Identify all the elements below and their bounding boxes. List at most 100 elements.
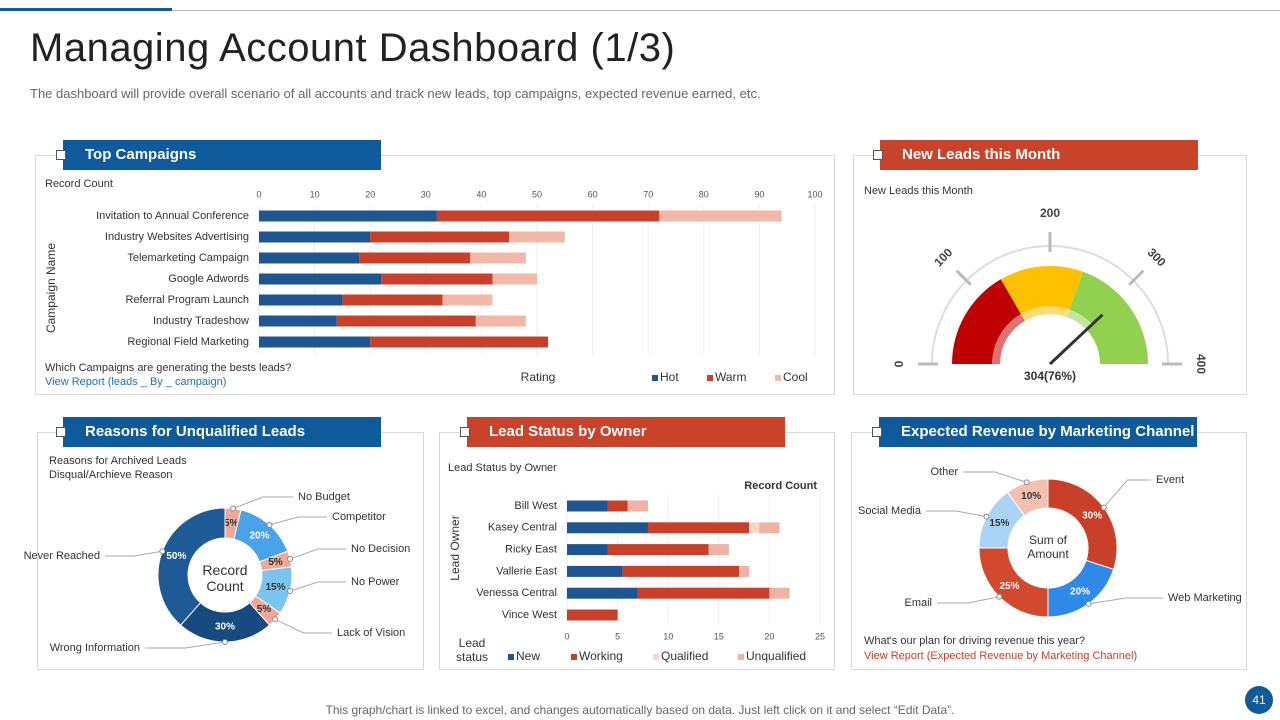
leader-line bbox=[274, 618, 332, 634]
page-title: Managing Account Dashboard (1/3) bbox=[30, 26, 676, 70]
leader-dot bbox=[996, 593, 1003, 600]
x-tick-label: 80 bbox=[699, 189, 709, 199]
legend-swatch bbox=[707, 375, 713, 381]
legend-label: New bbox=[516, 649, 540, 663]
legend-swatch bbox=[571, 654, 577, 660]
gauge-tick-label: 0 bbox=[892, 360, 906, 367]
bar-segment bbox=[607, 544, 709, 556]
gauge-value-label: 304(76%) bbox=[1024, 369, 1076, 383]
bar-segment bbox=[259, 294, 343, 306]
chart-subtitle: Lead Status by Owner bbox=[448, 462, 557, 474]
bar-segment bbox=[708, 544, 729, 556]
bar-segment bbox=[259, 273, 382, 285]
bar-segment bbox=[259, 315, 337, 327]
bar-segment bbox=[492, 273, 537, 285]
panel-header: Top Campaigns bbox=[56, 140, 381, 170]
panel-header: Lead Status by Owner bbox=[460, 417, 785, 447]
legend-title: Rating bbox=[521, 370, 556, 384]
donut-slice bbox=[1006, 478, 1049, 517]
panel-title: Lead Status by Owner bbox=[489, 423, 647, 440]
category-label: Industry Websites Advertising bbox=[105, 231, 249, 243]
gauge-band bbox=[952, 279, 1025, 364]
report-link[interactable]: View Report (Expected Revenue by Marketi… bbox=[864, 650, 1138, 662]
x-tick-label: 5 bbox=[615, 631, 620, 641]
gauge-band bbox=[1000, 266, 1084, 321]
bar-segment bbox=[442, 294, 493, 306]
gauge-tick-label: 400 bbox=[1194, 354, 1208, 374]
x-tick-label: 90 bbox=[754, 189, 764, 199]
legend-label: Hot bbox=[660, 370, 679, 384]
panel-title: Top Campaigns bbox=[85, 146, 197, 163]
bar-segment bbox=[436, 210, 660, 222]
x-tick-label: 0 bbox=[564, 631, 569, 641]
category-label: No Budget bbox=[298, 491, 350, 503]
leader-line bbox=[1103, 479, 1151, 508]
x-tick-label: 10 bbox=[663, 631, 673, 641]
category-label: Telemarketing Campaign bbox=[127, 252, 249, 264]
bar-segment bbox=[475, 315, 526, 327]
slice-value-label: 50% bbox=[166, 551, 186, 562]
top-rule bbox=[172, 10, 1280, 11]
panel-title: New Leads this Month bbox=[902, 146, 1061, 163]
chart-subtitle: Reasons for Archived Leads bbox=[49, 455, 187, 467]
category-label: Kasey Central bbox=[488, 522, 557, 534]
top-accent bbox=[0, 8, 172, 11]
legend-label: Cool bbox=[783, 370, 808, 384]
leader-dot bbox=[287, 555, 294, 562]
leader-dot bbox=[159, 548, 166, 555]
panel-title: Reasons for Unqualified Leads bbox=[85, 423, 306, 440]
chart-subtitle: New Leads this Month bbox=[864, 185, 973, 197]
category-label: Competitor bbox=[332, 511, 386, 523]
bar-segment bbox=[470, 252, 526, 264]
bar-segment bbox=[359, 252, 471, 264]
footer-note: This graph/chart is linked to excel, and… bbox=[325, 703, 955, 717]
leader-line bbox=[105, 550, 163, 557]
leader-dot bbox=[983, 513, 990, 520]
y-axis-label: Campaign Name bbox=[44, 243, 58, 333]
category-label: Email bbox=[904, 597, 932, 609]
leader-line bbox=[289, 548, 346, 560]
x-tick-label: 100 bbox=[807, 189, 822, 199]
bar-segment bbox=[739, 565, 750, 577]
x-tick-label: 30 bbox=[421, 189, 431, 199]
leader-line bbox=[926, 510, 987, 518]
category-label: Other bbox=[930, 466, 958, 478]
bar-segment bbox=[759, 522, 780, 534]
x-tick-label: 0 bbox=[256, 189, 261, 199]
bar-segment bbox=[567, 609, 618, 621]
y-axis-label: Lead Owner bbox=[448, 515, 462, 580]
gauge-band bbox=[1066, 271, 1148, 364]
bar-segment bbox=[509, 231, 565, 243]
x-tick-label: 70 bbox=[643, 189, 653, 199]
bar-segment bbox=[769, 587, 790, 599]
legend-swatch bbox=[652, 375, 658, 381]
category-label: Never Reached bbox=[24, 550, 100, 562]
bar-segment bbox=[627, 500, 648, 512]
bar-segment bbox=[370, 231, 510, 243]
report-link[interactable]: View Report (leads _ By _ campaign) bbox=[45, 376, 227, 388]
x-tick-label: 50 bbox=[532, 189, 542, 199]
legend-swatch bbox=[653, 654, 659, 660]
category-label: Lack of Vision bbox=[337, 627, 405, 639]
leader-line bbox=[1088, 597, 1163, 605]
leader-dot bbox=[1085, 600, 1092, 607]
category-label: Industry Tradeshow bbox=[153, 315, 249, 327]
bar-segment bbox=[336, 315, 476, 327]
bar-segment bbox=[749, 522, 760, 534]
category-label: Regional Field Marketing bbox=[127, 336, 249, 348]
slice-value-label: 5% bbox=[257, 604, 272, 615]
category-label: Google Adwords bbox=[168, 273, 249, 285]
bar-segment bbox=[370, 336, 549, 348]
slice-value-label: 25% bbox=[999, 581, 1019, 592]
category-label: Bill West bbox=[514, 500, 557, 512]
leader-line bbox=[269, 516, 327, 526]
bar-segment bbox=[259, 210, 437, 222]
legend-swatch bbox=[508, 654, 514, 660]
question: What's our plan for driving revenue this… bbox=[864, 635, 1085, 647]
x-tick-label: 60 bbox=[588, 189, 598, 199]
x-tick-label: 25 bbox=[815, 631, 825, 641]
bar-segment bbox=[637, 587, 770, 599]
legend-label: Warm bbox=[715, 370, 747, 384]
